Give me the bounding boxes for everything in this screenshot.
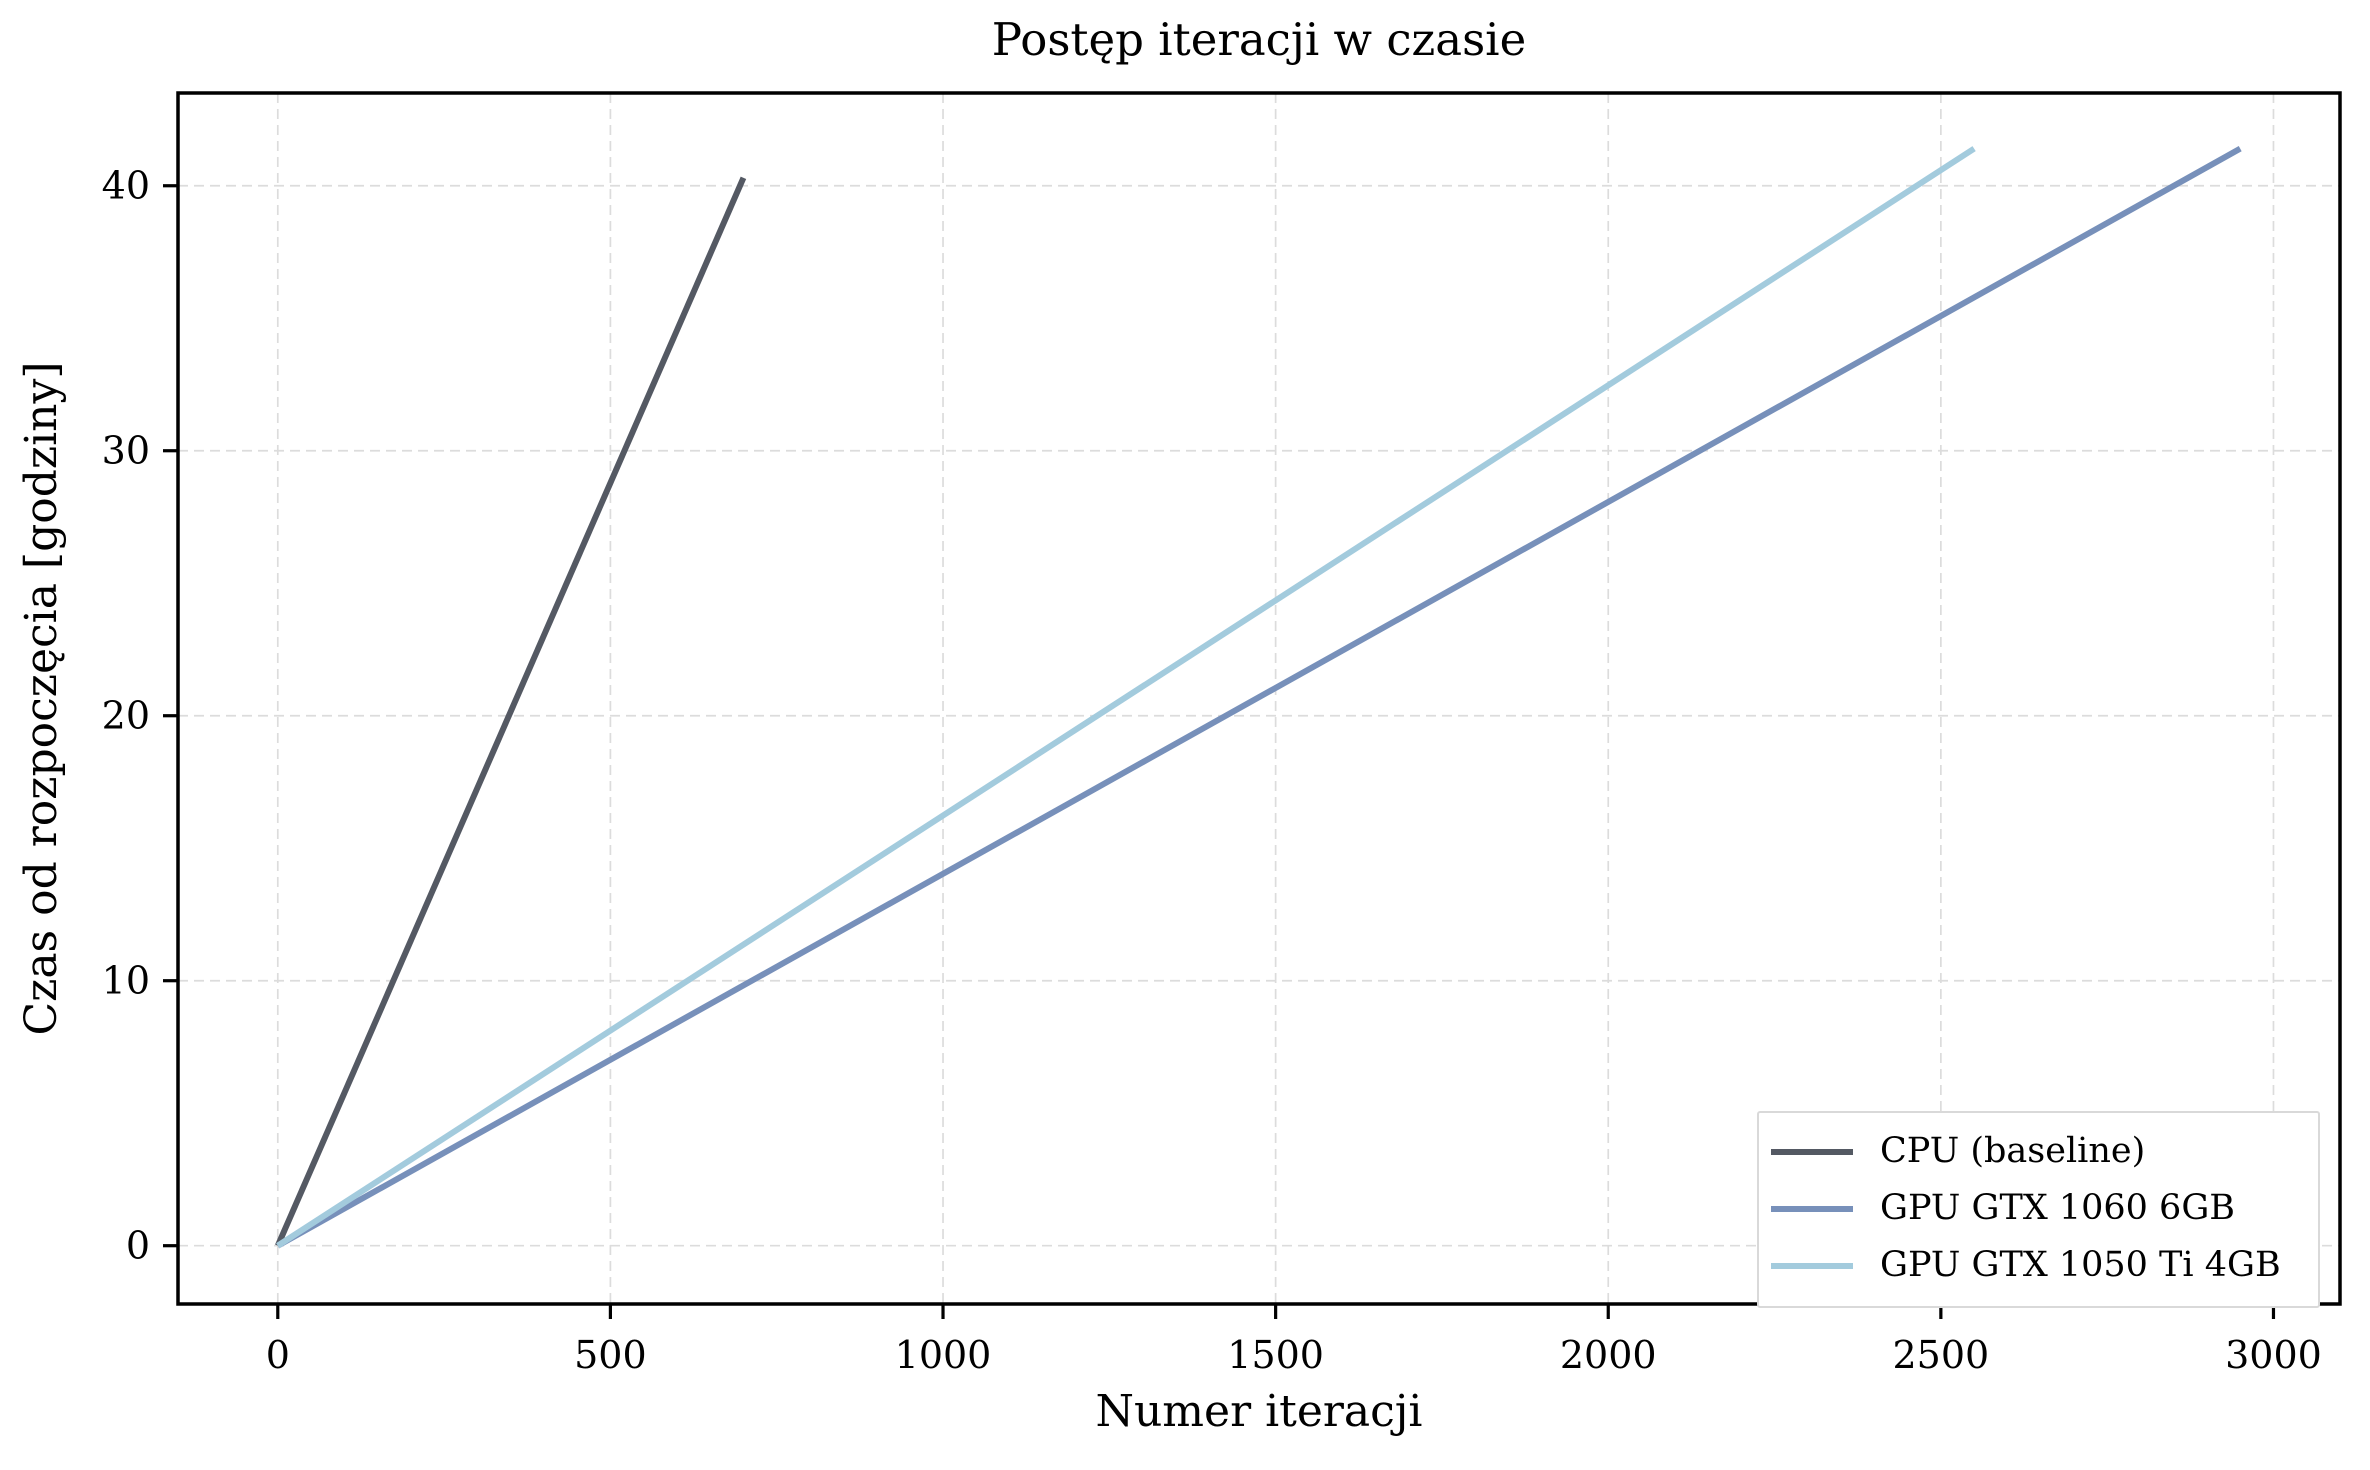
x-tick-label: 3000	[2225, 1333, 2322, 1377]
legend-line-sample	[1771, 1262, 1853, 1269]
legend-item: GPU GTX 1050 Ti 4GB	[1771, 1237, 2300, 1294]
y-tick-label: 0	[126, 1224, 150, 1268]
legend-line-sample	[1771, 1148, 1853, 1155]
axes-spines	[176, 91, 2342, 1306]
series-line	[276, 146, 2242, 1249]
legend: CPU (baseline) GPU GTX 1060 6GB GPU GTX 10…	[1757, 1111, 2320, 1308]
x-tick-label: 1500	[1227, 1333, 1324, 1377]
x-tick-label: 2500	[1893, 1333, 1990, 1377]
y-tick-label: 20	[102, 694, 150, 738]
x-tick-label: 500	[574, 1333, 647, 1377]
y-tick-label: 40	[102, 164, 150, 208]
x-axis-label: Numer iteracji	[1095, 1386, 1423, 1437]
x-tick-label: 1000	[895, 1333, 992, 1377]
chart-title: Postęp iteracji w czasie	[991, 13, 1527, 66]
legend-label: CPU (baseline)	[1880, 1131, 2146, 1171]
legend-line-sample	[1771, 1205, 1853, 1212]
legend-label: GPU GTX 1050 Ti 4GB	[1880, 1245, 2281, 1285]
series-line	[275, 176, 747, 1247]
legend-item: GPU GTX 1060 6GB	[1771, 1180, 2300, 1237]
legend-item: CPU (baseline)	[1771, 1123, 2300, 1180]
y-tick-label: 30	[102, 429, 150, 473]
series-line	[276, 146, 1976, 1249]
x-tick-label: 2000	[1560, 1333, 1657, 1377]
x-tick-label: 0	[266, 1333, 290, 1377]
y-tick-label: 10	[102, 959, 150, 1003]
legend-label: GPU GTX 1060 6GB	[1880, 1188, 2236, 1228]
